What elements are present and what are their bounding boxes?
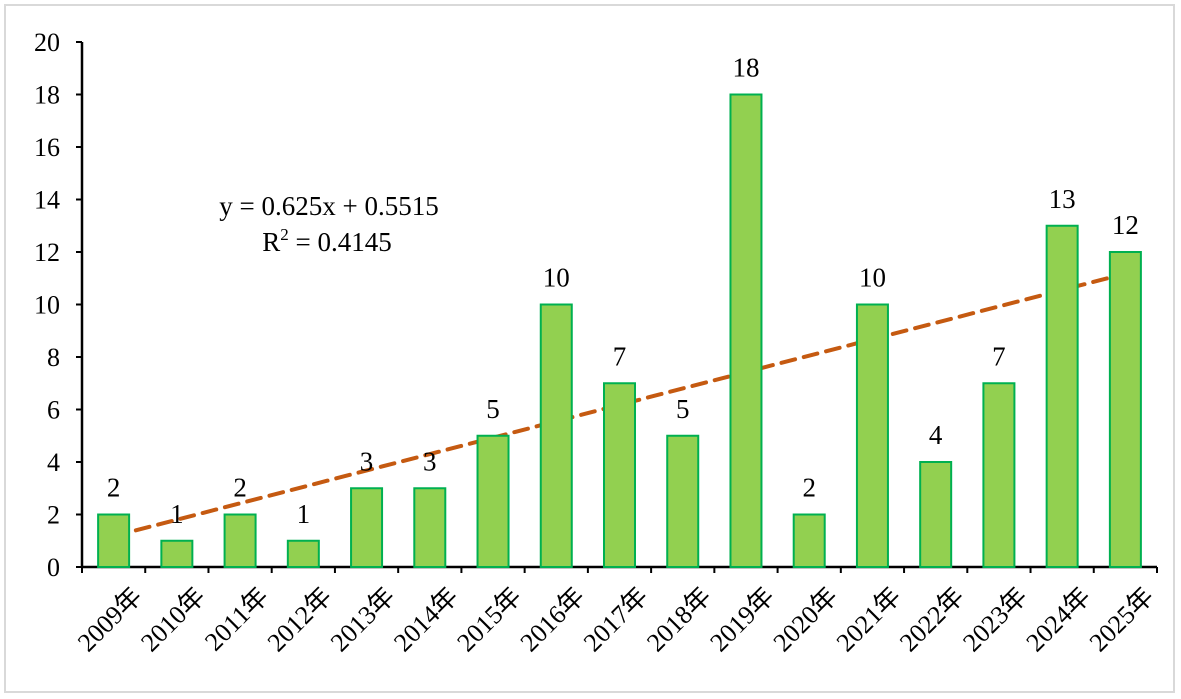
y-tick-label: 4	[47, 448, 60, 477]
trendline	[111, 271, 1128, 539]
data-label: 1	[297, 499, 311, 529]
bar	[1045, 224, 1079, 568]
bar	[223, 513, 257, 568]
trendline-equation: y = 0.625x + 0.5515	[219, 191, 438, 221]
x-tick-label: 2015年	[451, 582, 527, 658]
bar	[792, 513, 826, 568]
data-label: 7	[992, 341, 1006, 371]
data-label: 5	[676, 394, 690, 424]
bar	[160, 539, 194, 568]
x-tick-label: 2013年	[325, 582, 401, 658]
bar	[919, 461, 953, 568]
bar	[666, 434, 700, 568]
data-label: 10	[859, 263, 886, 293]
y-tick-label: 14	[34, 186, 60, 215]
bar	[413, 487, 447, 568]
data-label: 1	[170, 499, 184, 529]
x-tick-label: 2009年	[72, 582, 148, 658]
x-tick-label: 2017年	[578, 582, 654, 658]
bar	[729, 93, 763, 568]
y-tick-label: 2	[47, 501, 60, 530]
y-tick-label: 18	[34, 81, 60, 110]
data-label: 7	[613, 341, 627, 371]
y-tick-label: 16	[34, 133, 60, 162]
data-label: 5	[486, 394, 500, 424]
x-tick-label: 2019年	[704, 582, 780, 658]
bar	[476, 434, 510, 568]
chart-frame	[4, 4, 1175, 693]
y-tick-label: 6	[47, 396, 60, 425]
y-tick-label: 12	[34, 238, 60, 267]
y-tick-label: 20	[34, 28, 60, 57]
x-tick-label: 2014年	[388, 582, 464, 658]
x-tick-label: 2018年	[641, 582, 717, 658]
bar	[350, 487, 384, 568]
data-label: 2	[107, 473, 121, 503]
y-tick-label: 8	[47, 343, 60, 372]
x-tick-label: 2024年	[1021, 582, 1097, 658]
x-tick-label: 2020年	[768, 582, 844, 658]
data-label: 10	[543, 263, 570, 293]
bar	[286, 539, 320, 568]
y-tick-label: 0	[47, 553, 60, 582]
bar	[1108, 251, 1142, 568]
x-tick-label: 2016年	[515, 582, 591, 658]
data-label: 3	[423, 446, 437, 476]
trendline-r-squared: R2 = 0.4145	[262, 225, 392, 257]
x-tick-label: 2012年	[262, 582, 338, 658]
x-tick-label: 2025年	[1084, 582, 1160, 658]
data-label: 13	[1049, 184, 1076, 214]
data-label: 2	[802, 473, 816, 503]
data-label: 18	[732, 53, 759, 83]
data-label: 4	[929, 420, 943, 450]
bar	[603, 382, 636, 568]
bar	[982, 382, 1016, 568]
data-label: 3	[360, 446, 374, 476]
bar	[539, 303, 573, 568]
x-tick-label: 2011年	[199, 582, 274, 657]
x-tick-label: 2010年	[135, 582, 211, 658]
data-label: 2	[233, 473, 247, 503]
x-tick-label: 2023年	[957, 582, 1033, 658]
data-label: 12	[1112, 210, 1139, 240]
bar	[97, 513, 131, 568]
bar	[855, 303, 889, 568]
y-tick-label: 10	[34, 291, 60, 320]
x-tick-label: 2022年	[894, 582, 970, 658]
x-tick-label: 2021年	[831, 582, 907, 658]
